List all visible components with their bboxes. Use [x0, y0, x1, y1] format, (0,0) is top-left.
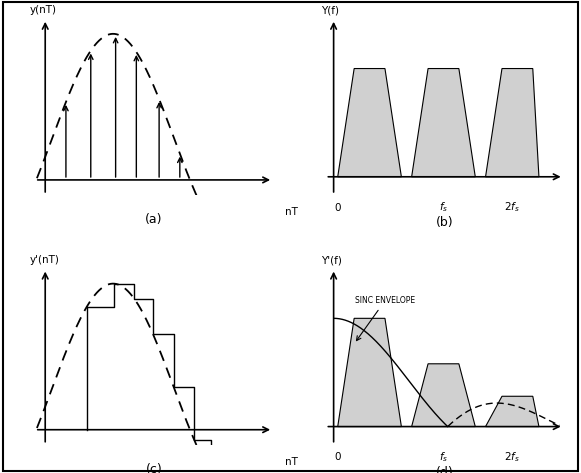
Text: y'(nT): y'(nT) — [30, 255, 60, 265]
Polygon shape — [412, 364, 475, 427]
Text: SINC ENVELOPE: SINC ENVELOPE — [355, 296, 415, 341]
Text: $2f_s$: $2f_s$ — [504, 201, 520, 214]
Text: (a): (a) — [145, 213, 163, 226]
Polygon shape — [338, 318, 401, 427]
Text: Y(f): Y(f) — [321, 5, 339, 16]
Text: 0: 0 — [335, 202, 341, 213]
Text: (c): (c) — [146, 463, 162, 473]
Polygon shape — [486, 69, 539, 177]
Polygon shape — [486, 396, 539, 427]
Text: Y'(f): Y'(f) — [321, 255, 342, 265]
Text: $f_s$: $f_s$ — [439, 450, 448, 464]
Text: (d): (d) — [436, 466, 453, 473]
Text: y(nT): y(nT) — [30, 5, 57, 16]
Text: $2f_s$: $2f_s$ — [504, 450, 520, 464]
Text: $f_s$: $f_s$ — [439, 201, 448, 214]
Text: nT: nT — [285, 207, 298, 217]
Polygon shape — [338, 69, 401, 177]
Text: nT: nT — [285, 457, 298, 467]
Polygon shape — [412, 69, 475, 177]
Text: 0: 0 — [335, 453, 341, 463]
Text: (b): (b) — [436, 217, 453, 229]
